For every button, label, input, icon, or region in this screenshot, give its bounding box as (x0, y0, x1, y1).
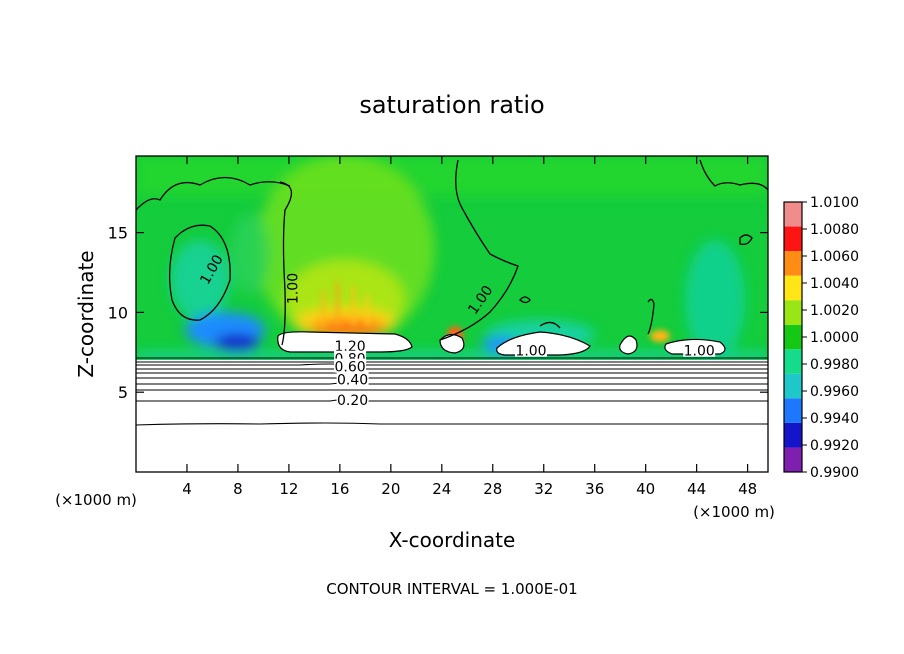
contour-label-bg (336, 392, 369, 407)
contour-interval-note: CONTOUR INTERVAL = 1.000E-01 (326, 580, 577, 598)
contour-label: 1.00 (684, 344, 715, 360)
x-tick-label: 8 (233, 480, 243, 498)
colorbar-swatch (784, 349, 802, 374)
colorbar-swatch (784, 422, 802, 448)
colorbar-swatch (784, 373, 802, 399)
y-axis-ticks: 5 10 15 (108, 224, 768, 402)
plot-area: 1.001.001.001.001.001.200.800.600.400.20 (136, 156, 768, 472)
x-unit-right: (×1000 m) (693, 503, 775, 521)
colorbar-label: 0.9920 (810, 438, 859, 454)
contour-label-bg (515, 342, 547, 357)
x-tick-label: 20 (381, 480, 400, 498)
colorbar: 0.9900 0.9920 0.9940 0.9960 0.9980 1.0000 1.00… (783, 195, 859, 481)
contour-label: 1.00 (515, 344, 546, 360)
field-shading (136, 156, 768, 362)
colorbar-label: 0.9900 (810, 465, 859, 481)
cloud-free-lower-region (136, 360, 768, 472)
plot-frame (135, 155, 769, 473)
colorbar-label: 0.9940 (810, 411, 859, 427)
colorbar-label: 1.0080 (810, 222, 859, 238)
colorbar-label: 1.0040 (810, 276, 859, 292)
x-tick-label: 48 (738, 480, 757, 498)
colorbar-swatch (784, 202, 802, 227)
x-unit-left: (×1000 m) (55, 491, 137, 509)
contour-label: 0.40 (337, 372, 368, 388)
colorbar-label: 1.0060 (810, 249, 859, 265)
x-tick-label: 4 (182, 480, 192, 498)
y-tick-label: 10 (108, 303, 128, 322)
colorbar-label: 1.0100 (810, 195, 859, 211)
colorbar-swatch (784, 447, 802, 472)
colorbar-swatch (784, 300, 802, 325)
x-axis-label: X-coordinate (389, 528, 516, 552)
colorbar-label: 0.9960 (810, 384, 859, 400)
colorbar-swatch (784, 275, 802, 301)
x-tick-label: 32 (534, 480, 553, 498)
contour-label: 1.00 (286, 273, 302, 304)
contour-labels: 1.001.001.001.001.001.200.800.600.400.20 (197, 252, 716, 409)
x-tick-label: 12 (279, 480, 298, 498)
x-axis-ticks: 4 8 12 16 20 24 28 32 36 40 44 48 (182, 156, 757, 498)
contour-label-bg (683, 342, 716, 357)
x-tick-label: 28 (483, 480, 502, 498)
x-tick-label: 36 (585, 480, 604, 498)
colorbar-swatch (784, 226, 802, 252)
colorbar-swatch (784, 251, 802, 276)
contour-label-bg (334, 358, 367, 373)
y-tick-label: 5 (118, 383, 128, 402)
colorbar-swatch (784, 324, 802, 350)
chart-title: saturation ratio (359, 91, 544, 119)
x-tick-label: 40 (636, 480, 655, 498)
colorbar-label: 1.0000 (810, 330, 859, 346)
x-tick-label: 44 (687, 480, 706, 498)
y-tick-label: 15 (108, 224, 128, 243)
contour-label-bg (336, 371, 369, 386)
contour-label: 0.20 (337, 393, 368, 409)
colorbar-label: 1.0020 (810, 303, 859, 319)
y-axis-label: Z-coordinate (74, 250, 98, 377)
colorbar-label: 0.9980 (810, 357, 859, 373)
x-tick-label: 24 (432, 480, 451, 498)
contour-1-00 (136, 159, 768, 346)
x-tick-label: 16 (330, 480, 349, 498)
colorbar-swatch (784, 398, 802, 423)
contour-label-bg (334, 337, 367, 352)
